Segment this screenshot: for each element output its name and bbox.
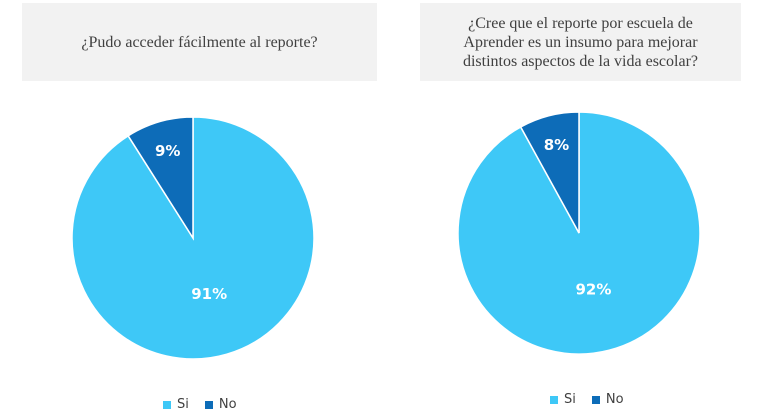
legend-item-no: No [591, 392, 624, 407]
legend-swatch-no [204, 400, 213, 409]
chart-1-legend: Si No [163, 397, 247, 412]
pie-label-no: 8% [544, 136, 569, 154]
pie-slice-no [519, 111, 580, 234]
legend-item-si: Si [550, 392, 576, 407]
chart-2-legend: Si No [550, 392, 634, 407]
legend-label-no: No [605, 392, 624, 407]
legend-label-si: Si [177, 397, 189, 412]
legend-item-si: Si [163, 397, 189, 412]
pie-label-no: 9% [155, 142, 180, 160]
legend-swatch-no [591, 395, 600, 404]
pie-chart-2: 92% 8% [457, 111, 701, 355]
legend-swatch-si [550, 395, 558, 404]
pie-label-si: 91% [191, 285, 227, 303]
pie-chart-1: 91% 9% [71, 116, 315, 360]
legend-label-no: No [218, 397, 237, 412]
legend-label-si: Si [564, 392, 576, 407]
legend-item-no: No [204, 397, 237, 412]
chart-1-title: ¿Pudo acceder fácilmente al reporte? [22, 3, 377, 81]
legend-swatch-si [163, 400, 171, 409]
pie-label-si: 92% [575, 280, 611, 298]
pie-slice-no [127, 116, 194, 241]
chart-2-title: ¿Cree que el reporte por escuela de Apre… [420, 3, 741, 81]
